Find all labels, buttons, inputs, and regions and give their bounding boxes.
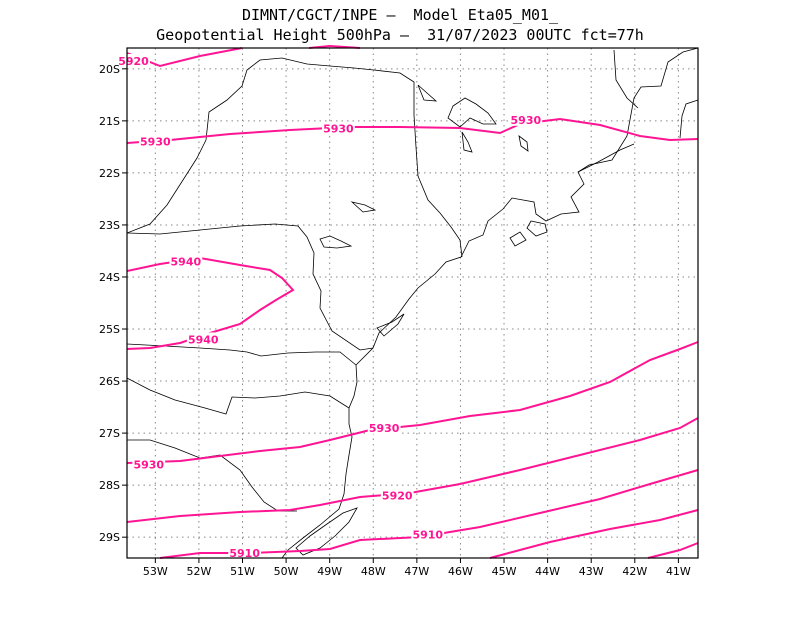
contour-label: 5910 — [412, 529, 443, 542]
grid-lines — [127, 48, 698, 558]
island — [526, 220, 548, 237]
contour-lines — [126, 44, 699, 559]
contour-label: 5940 — [188, 333, 219, 346]
contour-label: 5920 — [382, 490, 413, 503]
contour-label-bg — [138, 134, 172, 148]
state-border — [126, 343, 357, 366]
lake — [461, 131, 473, 153]
contour-label-bg — [367, 420, 401, 434]
contour-label-bg — [169, 254, 203, 268]
lake — [417, 84, 438, 102]
x-tick-label: 45W — [492, 565, 517, 578]
coastline — [679, 99, 699, 139]
contour-label-bg — [228, 545, 262, 559]
contour-label: 5930 — [323, 123, 354, 136]
contour-label: 5930 — [369, 422, 400, 435]
y-tick-label: 29S — [99, 531, 120, 544]
lake — [319, 235, 353, 249]
state-border — [126, 139, 207, 234]
y-tick-label: 23S — [99, 219, 120, 232]
axis-ticks: 53W 52W 51W 50W 49W 48W 47W 46W 45W 44W 43W 42W 41W 2… — [99, 63, 691, 578]
contour-line — [489, 509, 699, 559]
coastline — [281, 47, 699, 559]
x-tick-label: 48W — [361, 565, 386, 578]
contour-line — [126, 256, 295, 350]
contour-label-bg — [322, 121, 355, 135]
x-tick-label: 47W — [404, 565, 429, 578]
bay — [376, 313, 405, 337]
state-border — [126, 377, 350, 415]
contour-labels: 5920 5930 5930 5930 5940 5940 5930 5930 5920 5910… — [117, 54, 543, 560]
x-tick-label: 49W — [317, 565, 342, 578]
lake — [518, 135, 529, 152]
contour-label: 5920 — [118, 55, 149, 68]
contour-label-bg — [132, 457, 166, 471]
x-tick-label: 51W — [230, 565, 255, 578]
y-tick-label: 24S — [99, 271, 120, 284]
x-tick-label: 52W — [186, 565, 211, 578]
chart-subtitle: Geopotential Height 500hPa – 31/07/2023 … — [156, 26, 644, 44]
island — [509, 231, 527, 247]
x-tick-label: 50W — [274, 565, 299, 578]
contour-line — [308, 44, 361, 49]
y-tick-label: 28S — [99, 479, 120, 492]
plot-frame — [126, 47, 699, 559]
x-tick-label: 42W — [622, 565, 647, 578]
y-tick-label: 21S — [99, 115, 120, 128]
lake — [447, 97, 497, 128]
y-tick-label: 20S — [99, 63, 120, 76]
state-border — [127, 439, 297, 512]
x-tick-label: 53W — [143, 565, 168, 578]
y-tick-label: 25S — [99, 323, 120, 336]
contour-line — [159, 469, 699, 559]
contour-line — [126, 341, 699, 464]
y-tick-label: 26S — [99, 375, 120, 388]
lagoon — [295, 507, 358, 556]
contour-label: 5930 — [511, 114, 542, 127]
coastline-and-borders — [126, 47, 699, 559]
contour-label: 5930 — [133, 458, 164, 471]
contour-label-bg — [509, 112, 543, 126]
state-border — [205, 57, 463, 258]
state-border — [613, 49, 639, 109]
lake — [350, 201, 377, 213]
contour-label: 5940 — [171, 255, 202, 268]
contour-label: 5910 — [229, 547, 260, 560]
x-tick-label: 43W — [579, 565, 604, 578]
contour-line — [647, 542, 699, 559]
y-tick-label: 27S — [99, 427, 120, 440]
x-tick-label: 41W — [666, 565, 691, 578]
contour-label-bg — [186, 332, 220, 346]
contour-label-bg — [117, 54, 150, 68]
contour-label-bg — [380, 488, 414, 502]
contour-line — [126, 117, 699, 144]
x-tick-label: 44W — [535, 565, 560, 578]
contour-label-bg — [411, 527, 445, 541]
chart-title: DIMNT/CGCT/INPE – Model Eta05_M01_ — [241, 6, 559, 24]
state-border — [577, 143, 635, 173]
y-tick-label: 22S — [99, 167, 120, 180]
state-border — [126, 223, 374, 351]
x-tick-label: 46W — [448, 565, 473, 578]
contour-label: 5930 — [140, 136, 171, 149]
